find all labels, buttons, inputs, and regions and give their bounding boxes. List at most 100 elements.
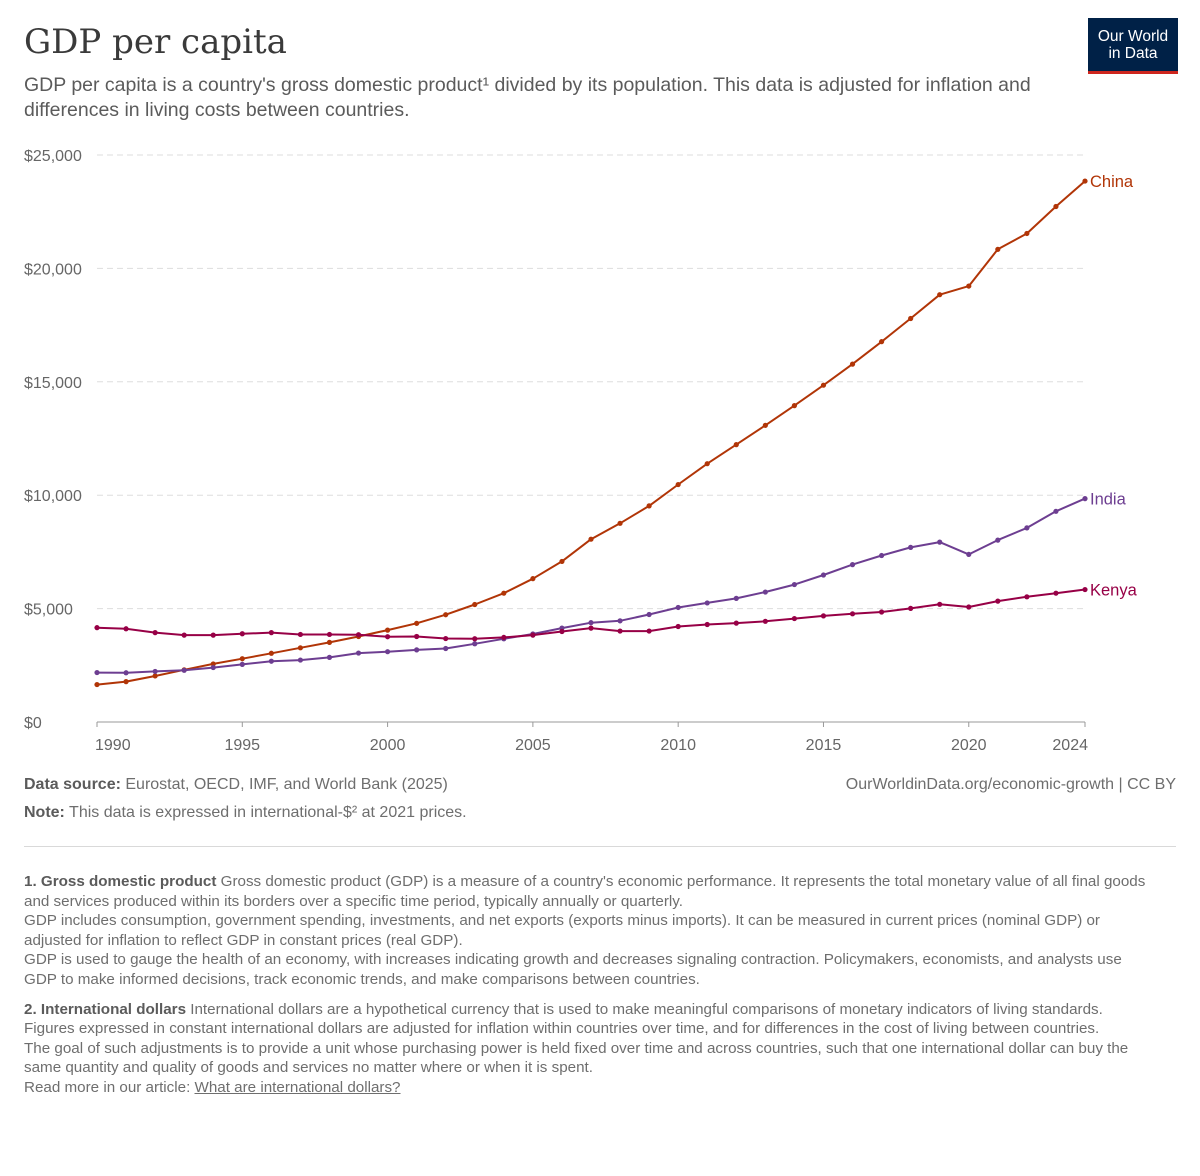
data-point[interactable] bbox=[210, 632, 216, 638]
data-point[interactable] bbox=[588, 625, 594, 631]
data-point[interactable] bbox=[908, 315, 914, 322]
series-china[interactable] bbox=[94, 178, 1088, 688]
data-point[interactable] bbox=[326, 631, 333, 638]
data-point[interactable] bbox=[355, 650, 362, 656]
data-point[interactable] bbox=[501, 590, 507, 596]
data-point[interactable] bbox=[123, 670, 129, 676]
owid-logo[interactable]: Our World in Data bbox=[1088, 18, 1178, 74]
data-point[interactable] bbox=[704, 461, 710, 467]
source-url-license[interactable]: OurWorldinData.org/economic-growth | CC … bbox=[845, 776, 1176, 793]
data-point[interactable] bbox=[791, 615, 798, 622]
data-point[interactable] bbox=[443, 635, 449, 642]
data-point[interactable] bbox=[123, 679, 129, 685]
data-point[interactable] bbox=[675, 604, 681, 611]
data-point[interactable] bbox=[820, 613, 827, 619]
data-point[interactable] bbox=[94, 681, 100, 688]
data-point[interactable] bbox=[617, 520, 623, 526]
data-point[interactable] bbox=[268, 650, 274, 656]
data-point[interactable] bbox=[937, 601, 943, 607]
data-point[interactable] bbox=[1024, 594, 1030, 600]
data-point[interactable] bbox=[1053, 590, 1059, 596]
data-point[interactable] bbox=[1024, 525, 1030, 531]
data-point[interactable] bbox=[675, 481, 681, 488]
data-point[interactable] bbox=[791, 581, 798, 588]
data-point[interactable] bbox=[966, 283, 972, 289]
data-point[interactable] bbox=[1082, 496, 1088, 502]
data-point[interactable] bbox=[995, 598, 1001, 604]
series-india[interactable] bbox=[94, 496, 1088, 676]
data-point[interactable] bbox=[94, 669, 100, 676]
series-kenya[interactable] bbox=[94, 586, 1088, 642]
series-line-india[interactable] bbox=[96, 497, 1086, 674]
data-point[interactable] bbox=[849, 361, 856, 367]
data-point[interactable] bbox=[414, 647, 420, 653]
data-point[interactable] bbox=[472, 641, 478, 647]
international-dollars-article-link[interactable]: What are international dollars? bbox=[194, 1078, 401, 1096]
data-point[interactable] bbox=[326, 654, 333, 660]
data-point[interactable] bbox=[646, 503, 652, 509]
data-point[interactable] bbox=[297, 657, 304, 663]
data-point[interactable] bbox=[152, 668, 158, 675]
data-point[interactable] bbox=[297, 631, 304, 638]
data-point[interactable] bbox=[559, 558, 565, 565]
data-point[interactable] bbox=[239, 631, 245, 637]
data-point[interactable] bbox=[820, 382, 827, 388]
data-point[interactable] bbox=[966, 604, 972, 610]
data-point[interactable] bbox=[849, 611, 856, 617]
data-point[interactable] bbox=[152, 630, 158, 636]
data-point[interactable] bbox=[210, 661, 216, 667]
data-point[interactable] bbox=[937, 539, 943, 545]
data-point[interactable] bbox=[995, 537, 1001, 543]
data-point[interactable] bbox=[820, 572, 827, 578]
data-point[interactable] bbox=[675, 623, 681, 630]
data-point[interactable] bbox=[384, 627, 391, 633]
data-point[interactable] bbox=[762, 589, 768, 595]
data-point[interactable] bbox=[1082, 586, 1088, 593]
data-point[interactable] bbox=[443, 612, 449, 618]
data-point[interactable] bbox=[239, 656, 245, 662]
data-point[interactable] bbox=[762, 618, 768, 624]
data-point[interactable] bbox=[268, 658, 274, 664]
data-point[interactable] bbox=[181, 667, 187, 673]
data-point[interactable] bbox=[791, 403, 798, 409]
data-point[interactable] bbox=[443, 645, 449, 652]
data-point[interactable] bbox=[1053, 508, 1059, 514]
data-point[interactable] bbox=[762, 422, 768, 428]
data-point[interactable] bbox=[878, 609, 885, 615]
data-point[interactable] bbox=[733, 620, 739, 626]
data-point[interactable] bbox=[472, 636, 478, 642]
data-point[interactable] bbox=[355, 632, 362, 638]
data-point[interactable] bbox=[94, 625, 100, 631]
data-point[interactable] bbox=[1082, 178, 1088, 184]
data-point[interactable] bbox=[966, 551, 972, 557]
data-point[interactable] bbox=[733, 442, 739, 448]
data-point[interactable] bbox=[181, 632, 187, 638]
data-point[interactable] bbox=[908, 544, 914, 550]
data-point[interactable] bbox=[588, 536, 594, 542]
data-point[interactable] bbox=[472, 601, 478, 608]
data-point[interactable] bbox=[995, 246, 1001, 252]
data-point[interactable] bbox=[878, 552, 885, 559]
data-point[interactable] bbox=[937, 292, 943, 298]
data-point[interactable] bbox=[1053, 203, 1059, 210]
data-point[interactable] bbox=[704, 600, 710, 606]
series-line-kenya[interactable] bbox=[96, 588, 1086, 640]
data-point[interactable] bbox=[646, 611, 652, 618]
data-point[interactable] bbox=[210, 664, 216, 671]
data-point[interactable] bbox=[268, 630, 274, 636]
data-point[interactable] bbox=[326, 639, 333, 645]
data-point[interactable] bbox=[559, 628, 565, 635]
data-point[interactable] bbox=[501, 634, 507, 641]
data-point[interactable] bbox=[414, 633, 420, 640]
data-point[interactable] bbox=[704, 621, 710, 628]
data-point[interactable] bbox=[878, 339, 885, 345]
data-point[interactable] bbox=[152, 673, 158, 679]
data-point[interactable] bbox=[733, 595, 739, 601]
data-point[interactable] bbox=[1024, 230, 1030, 237]
data-point[interactable] bbox=[414, 620, 420, 626]
data-point[interactable] bbox=[384, 634, 391, 640]
data-point[interactable] bbox=[908, 605, 914, 611]
data-point[interactable] bbox=[617, 618, 623, 624]
data-point[interactable] bbox=[530, 632, 536, 638]
data-point[interactable] bbox=[239, 661, 245, 667]
